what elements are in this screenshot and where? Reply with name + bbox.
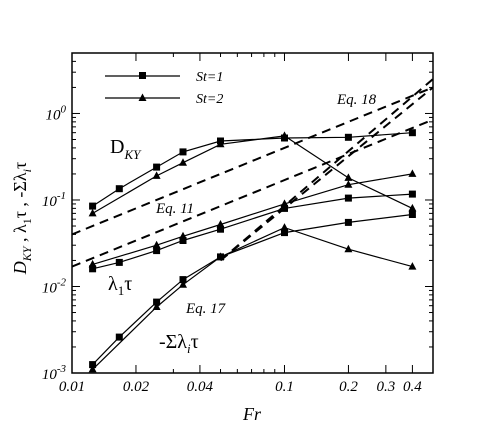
data-point-triangle	[408, 169, 417, 177]
annotation-eq18: Eq. 18	[336, 92, 377, 108]
data-point-triangle	[88, 208, 97, 217]
y-tick-label: 100	[46, 103, 67, 123]
data-point-square	[344, 194, 352, 202]
series-line-lambda1_tau-2	[92, 193, 413, 270]
data-point-triangle	[152, 302, 161, 310]
data-point-square	[153, 247, 161, 255]
data-point-square	[281, 229, 288, 237]
plot-frame	[71, 52, 434, 374]
data-point-triangle	[408, 203, 417, 212]
data-point-triangle	[408, 262, 417, 270]
legend-label-st2: St=2	[196, 92, 223, 107]
x-tick-label: 0.02	[123, 379, 150, 395]
data-point-square	[179, 237, 187, 244]
data-point-triangle	[179, 280, 187, 288]
data-point-triangle	[88, 259, 97, 268]
annotation-sum-lambda: -Σλiτ	[159, 331, 199, 356]
data-point-square	[89, 202, 97, 210]
legend-marker-square	[139, 72, 146, 79]
x-tick-label: 0.01	[59, 379, 85, 395]
data-point-square	[115, 258, 123, 266]
data-point-square	[217, 225, 224, 233]
data-point-square	[344, 218, 352, 226]
reference-line-2	[219, 86, 433, 262]
data-point-triangle	[179, 158, 187, 166]
data-point-square	[115, 185, 123, 193]
x-tick-label: 0.4	[403, 379, 422, 395]
data-point-triangle	[179, 231, 187, 240]
y-tick-label: 10-2	[42, 276, 67, 296]
data-point-square	[115, 333, 123, 341]
reference-lines	[72, 78, 433, 268]
series-line-sum_lambda_tau-4	[92, 213, 413, 366]
data-point-triangle	[280, 199, 289, 207]
reference-line-1	[72, 118, 433, 268]
annotation-lambda1: λ1τ	[108, 273, 132, 298]
data-point-triangle	[216, 252, 225, 260]
data-point-triangle	[216, 139, 225, 148]
data-point-square	[344, 133, 352, 141]
data-point-triangle	[344, 244, 353, 253]
data-point-triangle	[152, 171, 161, 179]
data-series	[88, 129, 417, 373]
svg-text:DKY , λ1τ , -Σλiτ: DKY , λ1τ , -Σλiτ	[10, 162, 34, 275]
reference-line-3	[219, 78, 433, 262]
data-point-square	[153, 298, 161, 306]
annotation-eq11: Eq. 11	[155, 201, 194, 217]
y-tick-label: 10-1	[42, 190, 66, 210]
legend: St=1 St=2	[105, 70, 223, 107]
data-point-triangle	[88, 364, 97, 373]
data-point-triangle	[344, 173, 353, 181]
reference-line-0	[72, 86, 433, 236]
data-point-square	[281, 204, 288, 212]
data-point-square	[89, 265, 97, 273]
data-point-square	[408, 211, 416, 218]
x-tick-label: 0.04	[187, 379, 214, 395]
data-point-triangle	[280, 223, 289, 231]
data-point-square	[179, 276, 187, 284]
data-point-square	[89, 361, 97, 369]
data-point-triangle	[152, 240, 161, 249]
data-point-square	[408, 129, 416, 137]
x-axis-label: Fr	[242, 404, 262, 424]
data-point-triangle	[280, 131, 289, 139]
data-point-square	[179, 148, 187, 156]
axis-ticks: 0.01 0.02 0.04 0.1 0.2 0.3 0.4 10-3 10-2 10-1 100	[42, 52, 434, 395]
x-tick-label: 0.3	[376, 379, 395, 395]
annotation-eq17: Eq. 17	[185, 301, 227, 317]
legend-marker-triangle	[138, 93, 147, 101]
x-tick-label: 0.2	[339, 379, 358, 395]
y-tick-label: 10-3	[42, 363, 67, 383]
series-line-sum_lambda_tau-5	[92, 226, 413, 370]
data-point-triangle	[344, 180, 353, 188]
y-axis-label: DKY , λ1τ , -Σλiτ	[10, 162, 34, 275]
series-line-D_KY-0	[92, 132, 413, 207]
data-point-square	[408, 190, 416, 198]
legend-label-st1: St=1	[196, 70, 223, 85]
data-point-square	[153, 163, 161, 171]
data-point-triangle	[216, 220, 225, 228]
annotation-dky: DKY	[110, 136, 142, 162]
x-tick-label: 0.1	[275, 379, 294, 395]
